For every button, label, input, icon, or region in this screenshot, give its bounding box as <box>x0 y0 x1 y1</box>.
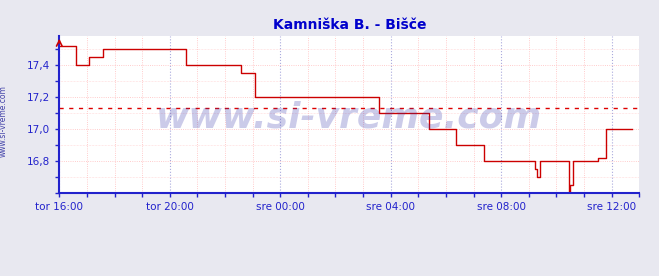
Title: Kamniška B. - Bišče: Kamniška B. - Bišče <box>273 18 426 32</box>
Text: www.si-vreme.com: www.si-vreme.com <box>156 101 542 135</box>
Text: www.si-vreme.com: www.si-vreme.com <box>0 86 8 157</box>
